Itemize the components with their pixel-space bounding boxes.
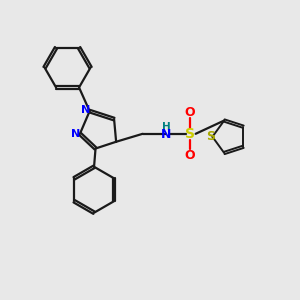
Text: O: O xyxy=(184,106,195,119)
Text: H: H xyxy=(162,122,171,132)
Text: O: O xyxy=(184,148,195,161)
Text: N: N xyxy=(70,129,80,139)
Text: S: S xyxy=(206,130,215,143)
Text: N: N xyxy=(161,128,171,141)
Text: N: N xyxy=(82,105,91,115)
Text: S: S xyxy=(185,127,195,141)
